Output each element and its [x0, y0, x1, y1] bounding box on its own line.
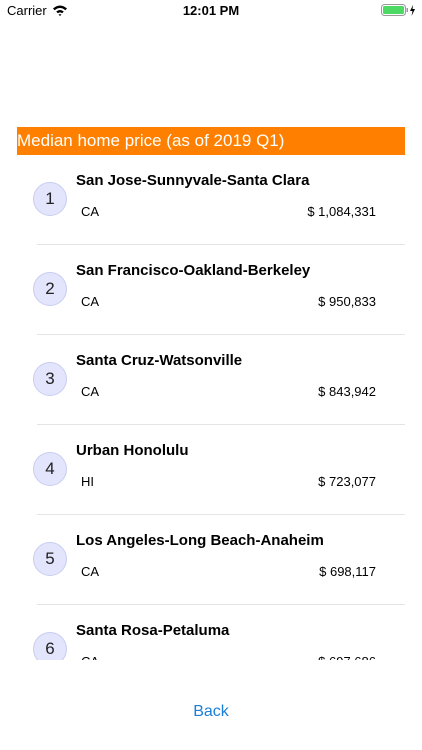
separator	[37, 424, 405, 425]
list-item[interactable]: 6 Santa Rosa-Petaluma CA $ 697,686	[0, 608, 422, 660]
header: Median home price (as of 2019 Q1)	[17, 127, 405, 155]
metro-name: San Francisco-Oakland-Berkeley	[76, 262, 311, 279]
rank-badge: 5	[33, 542, 67, 576]
separator	[37, 244, 405, 245]
rank-badge: 6	[33, 632, 67, 660]
list-item[interactable]: 4 Urban Honolulu HI $ 723,077	[0, 428, 422, 518]
rank-badge: 2	[33, 272, 67, 306]
wifi-icon	[53, 5, 67, 16]
carrier: Carrier	[7, 3, 47, 18]
price: $ 843,942	[318, 384, 376, 399]
state: CA	[81, 384, 100, 399]
state: CA	[81, 654, 99, 660]
price: $ 697,686	[318, 654, 376, 660]
metro-name: Urban Honolulu	[76, 442, 189, 459]
separator	[37, 514, 405, 515]
list: 1 San Jose-Sunnyvale-Santa Clara CA $ 1,084…	[0, 158, 422, 660]
back-button[interactable]: Back	[193, 703, 229, 720]
list-item[interactable]: 3 Santa Cruz-Watsonville CA $ 843,942	[0, 338, 422, 428]
rank-badge: 3	[33, 362, 67, 396]
price: $ 723,077	[318, 474, 376, 489]
price: $ 1,084,331	[307, 204, 376, 219]
state: CA	[81, 564, 100, 579]
rank-badge: 4	[33, 452, 67, 486]
list-item[interactable]: 2 San Francisco-Oakland-Berkeley CA $ 950,8…	[0, 248, 422, 338]
separator	[37, 334, 405, 335]
state: HI	[81, 474, 94, 489]
state: CA	[81, 204, 100, 219]
metro-name: San Jose-Sunnyvale-Santa Clara	[76, 172, 310, 189]
list-item[interactable]: 1 San Jose-Sunnyvale-Santa Clara CA $ 1,084…	[0, 158, 422, 248]
list-item[interactable]: 5 Los Angeles-Long Beach-Anaheim CA $ 698,1…	[0, 518, 422, 608]
separator	[37, 604, 405, 605]
rank-badge: 1	[33, 182, 67, 216]
battery-icon	[381, 4, 415, 16]
price: $ 950,833	[318, 294, 376, 309]
metro-name: Santa Rosa-Petaluma	[76, 622, 230, 639]
clock: 12:01 PM	[182, 3, 240, 18]
state: CA	[81, 294, 100, 309]
metro-name: Los Angeles-Long Beach-Anaheim	[76, 532, 324, 549]
price: $ 698,117	[319, 564, 376, 579]
metro-name: Santa Cruz-Watsonville	[76, 352, 243, 369]
